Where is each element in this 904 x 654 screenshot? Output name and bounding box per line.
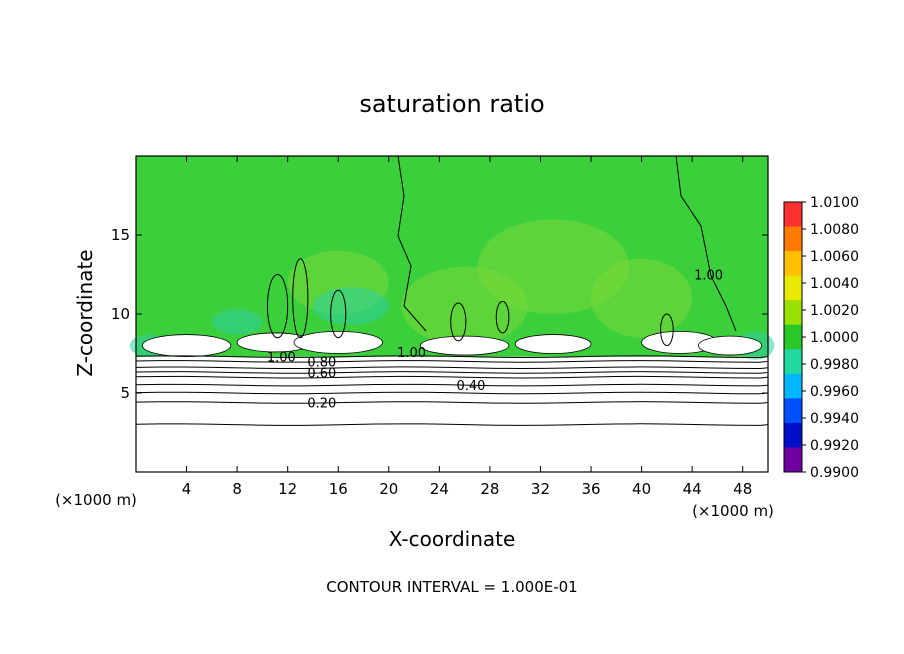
colorbar-label: 1.0100 xyxy=(810,195,859,211)
x-tick-label: 44 xyxy=(683,480,702,498)
x-tick-label: 28 xyxy=(480,480,499,498)
contour-line xyxy=(135,401,769,404)
colorbar-swatch xyxy=(784,447,802,473)
contour-label: 0.40 xyxy=(456,379,485,394)
x-unit-left: (×1000 m) xyxy=(55,491,137,509)
colorbar-label: 1.0060 xyxy=(810,249,859,265)
chart-title: saturation ratio xyxy=(359,90,544,118)
contour-line xyxy=(266,274,289,339)
contour-line xyxy=(135,355,769,358)
contour-label: 0.60 xyxy=(307,366,336,381)
contour-interval-note: CONTOUR INTERVAL = 1.000E-01 xyxy=(326,578,577,596)
colorbar-swatch xyxy=(784,373,802,399)
field-patch xyxy=(591,258,693,338)
contour-line xyxy=(397,155,427,332)
plot-area xyxy=(129,156,775,472)
x-axis-label: X-coordinate xyxy=(389,527,516,551)
colorbar: 1.0100 1.0080 1.0060 1.0040 1.0020 1.0000 0.99… xyxy=(783,195,859,481)
colorbar-label: 0.9920 xyxy=(810,438,859,454)
y-tick-label: 5 xyxy=(120,384,130,402)
y-axis-label: Z-coordinate xyxy=(73,249,97,376)
colorbar-swatch xyxy=(784,300,802,326)
x-tick-label: 16 xyxy=(329,480,348,498)
contour-lines: 0.20 0.40 0.600.80 1.00 1.00 1.00 xyxy=(135,155,769,426)
contour-label: 1.00 xyxy=(397,346,426,361)
contour-line xyxy=(450,302,467,342)
x-unit-right: (×1000 m) xyxy=(692,502,774,520)
x-tick-label: 48 xyxy=(733,480,752,498)
colorbar-label: 0.9980 xyxy=(810,357,859,373)
contour-line xyxy=(135,366,769,370)
contour-line xyxy=(135,391,769,395)
y-tick-label: 10 xyxy=(111,305,130,323)
colorbar-swatch xyxy=(784,324,802,350)
colorbar-label: 1.0000 xyxy=(810,330,859,346)
contour-line xyxy=(660,313,674,347)
contour-line xyxy=(675,155,737,332)
x-tick-label: 4 xyxy=(182,480,192,498)
contour-line xyxy=(135,360,769,363)
colorbar-label: 0.9940 xyxy=(810,411,859,427)
field-patch xyxy=(312,287,389,326)
contour-label: 1.00 xyxy=(694,269,723,284)
contour-line xyxy=(495,300,510,334)
subsaturated-region xyxy=(514,334,592,354)
contour-label: 0.80 xyxy=(307,355,336,370)
contour-line xyxy=(135,371,769,374)
colorbar-swatch xyxy=(784,398,802,424)
field-patch xyxy=(211,309,263,335)
colorbar-swatch xyxy=(784,275,802,301)
contour-line xyxy=(135,383,769,387)
colorbar-label: 1.0040 xyxy=(810,276,859,292)
colorbar-label: 0.9960 xyxy=(810,384,859,400)
colorbar-swatch xyxy=(784,226,802,252)
subsaturated-region xyxy=(141,334,232,358)
x-tick-label: 36 xyxy=(581,480,600,498)
contour-label: 0.20 xyxy=(307,396,336,411)
x-tick-label: 32 xyxy=(531,480,550,498)
colorbar-swatch xyxy=(784,422,802,448)
y-tick-label: 15 xyxy=(111,226,130,244)
colorbar-label: 1.0080 xyxy=(810,222,859,238)
x-tick-label: 12 xyxy=(278,480,297,498)
colorbar-label: 1.0020 xyxy=(810,303,859,319)
colorbar-swatch xyxy=(784,202,802,228)
contour-line xyxy=(135,375,769,379)
contour-line xyxy=(330,289,347,339)
colorbar-swatch xyxy=(784,349,802,375)
field-patch xyxy=(477,219,629,314)
subsaturated-region xyxy=(420,335,510,356)
colorbar-swatch xyxy=(784,251,802,277)
contour-label: 1.00 xyxy=(267,351,296,366)
x-tick-label: 8 xyxy=(232,480,242,498)
x-tick-label: 20 xyxy=(379,480,398,498)
colorbar-label: 0.9900 xyxy=(810,465,859,481)
x-tick-label: 40 xyxy=(632,480,651,498)
contour-line xyxy=(292,258,309,339)
x-tick-label: 24 xyxy=(430,480,449,498)
subsaturated-region xyxy=(293,330,383,354)
subsaturated-region xyxy=(698,335,763,356)
contour-line xyxy=(135,423,769,426)
